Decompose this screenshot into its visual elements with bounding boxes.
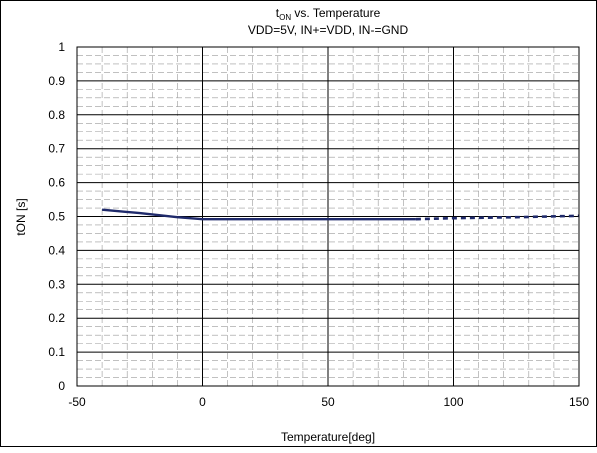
x-tick-label: 100 [443, 395, 463, 409]
y-tick-label: 1 [58, 40, 65, 54]
y-tick-label: 0.8 [48, 108, 65, 122]
y-tick-label: 0.9 [48, 74, 65, 88]
y-tick-label: 0 [58, 379, 65, 393]
y-tick-label: 0.6 [48, 176, 65, 190]
y-tick-label: 0.7 [48, 142, 65, 156]
chart-subtitle: VDD=5V, IN+=VDD, IN-=GND [248, 23, 409, 37]
y-axis-label: tON [s] [14, 198, 28, 235]
x-axis-label: Temperature[deg] [281, 430, 375, 444]
y-tick-label: 0.1 [48, 345, 65, 359]
x-tick-label: 50 [321, 395, 335, 409]
x-tick-label: -50 [68, 395, 86, 409]
series-line-1 [101, 208, 416, 221]
y-tick-label: 0.3 [48, 277, 65, 291]
y-tick-label: 0.5 [48, 210, 65, 224]
plot-area-border [76, 46, 580, 387]
series-line-2 [415, 214, 580, 221]
x-tick-label: 0 [199, 395, 206, 409]
x-tick-label: 150 [569, 395, 589, 409]
chart-title: tON vs. Temperature [276, 6, 381, 22]
y-tick-label: 0.4 [48, 243, 65, 257]
y-tick-label: 0.2 [48, 311, 65, 325]
